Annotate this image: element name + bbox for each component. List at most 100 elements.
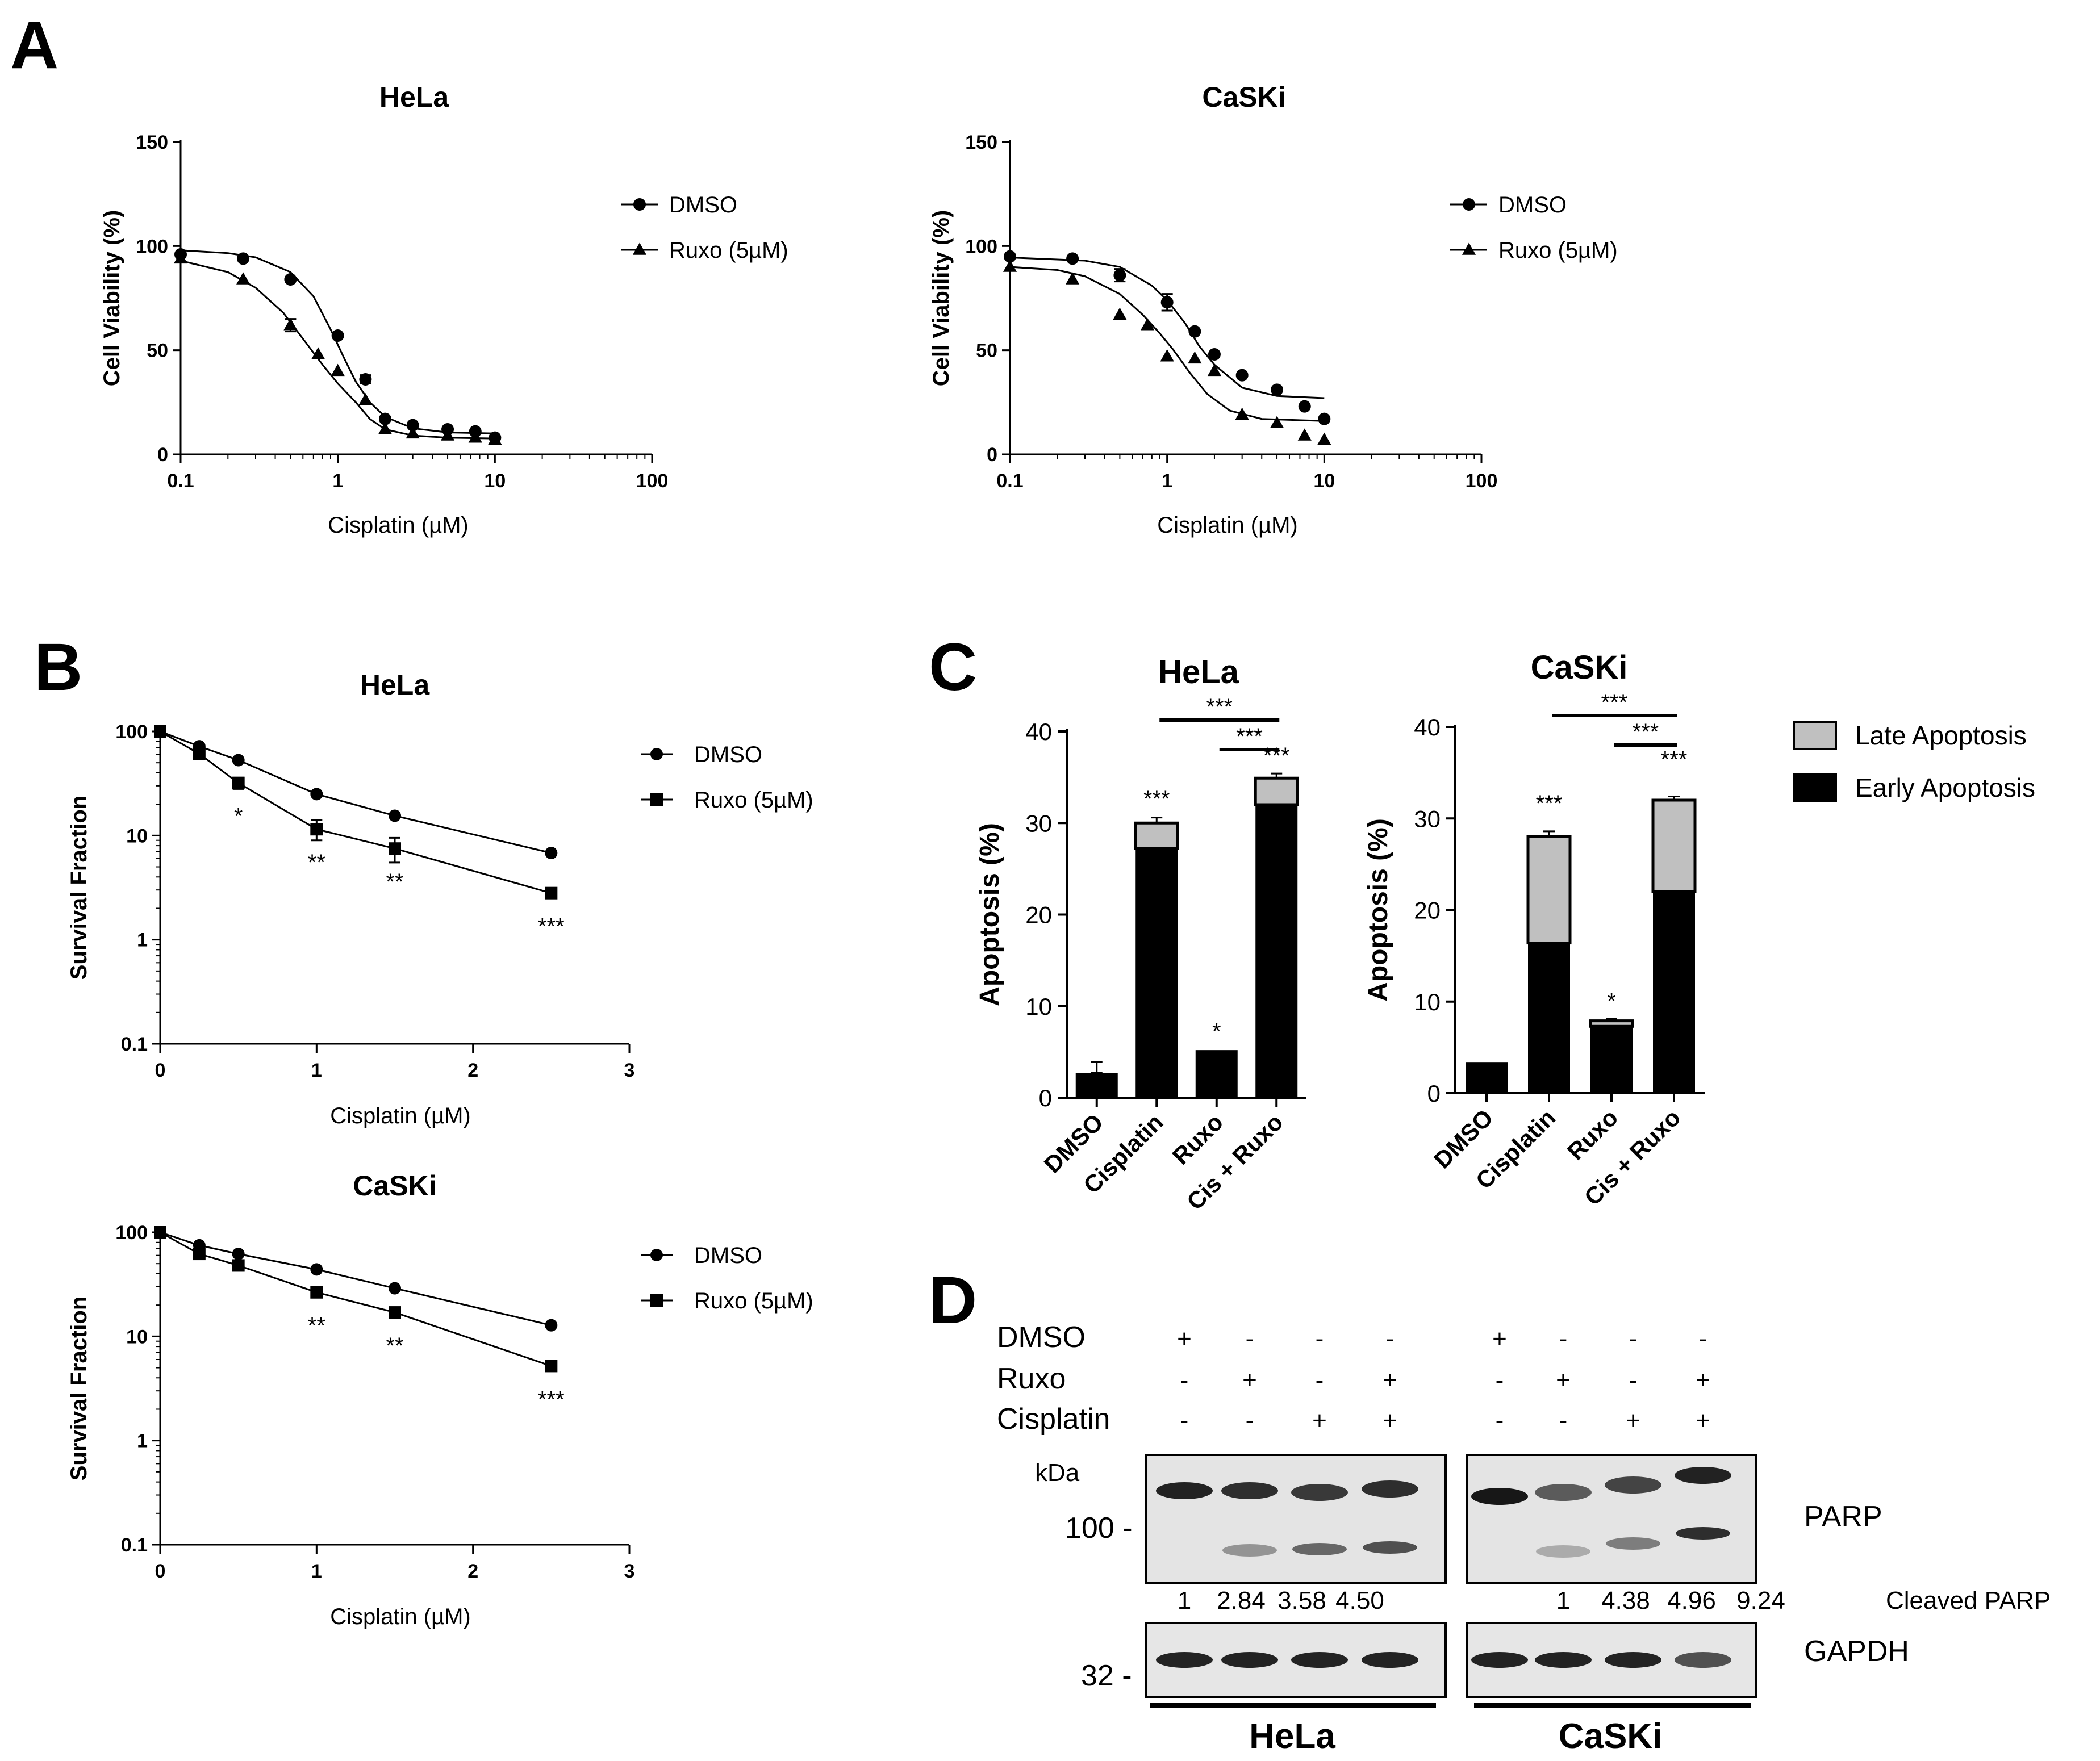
data-point [173, 251, 188, 264]
y-axis-label: Apoptosis (%) [1363, 818, 1393, 1002]
parp-full-band [1605, 1476, 1661, 1494]
gapdh-band [1156, 1652, 1213, 1668]
lane-sign: - [1496, 1366, 1504, 1394]
y-tick-label: 30 [1025, 810, 1052, 836]
data-point [358, 393, 373, 405]
x-tick-label: 10 [1313, 470, 1335, 492]
lane-sign: - [1180, 1407, 1189, 1434]
x-tick-label: 0.1 [167, 470, 194, 492]
data-point [545, 847, 558, 860]
legend-label: Ruxo (5µM) [669, 238, 788, 263]
significance-label: ** [308, 850, 325, 875]
data-point [1270, 416, 1284, 428]
data-point [440, 428, 455, 441]
significance-label: *** [1661, 747, 1688, 772]
lane-sign: - [1246, 1325, 1254, 1353]
data-point [1065, 272, 1080, 285]
lane-sign: - [1386, 1325, 1395, 1353]
cleaved-parp-band [1676, 1527, 1730, 1540]
data-point [193, 747, 206, 760]
parp-full-band [1156, 1482, 1213, 1499]
series-line [160, 730, 552, 854]
bar-late-apoptosis [1651, 798, 1697, 893]
y-tick-label: 10 [126, 825, 148, 847]
lane-sign: + [1242, 1366, 1257, 1394]
x-axis-label: Cisplatin (µM) [328, 513, 469, 538]
y-axis-label: Survival Fraction [66, 796, 91, 980]
legend-marker [650, 793, 663, 806]
legend-marker [650, 1294, 663, 1307]
cleaved-parp-value: 4.50 [1335, 1587, 1384, 1614]
cleaved-parp-value: 3.58 [1277, 1587, 1326, 1614]
legend-marker [632, 242, 647, 255]
legend-label: DMSO [669, 193, 737, 217]
cleaved-parp-value: 9.24 [1736, 1587, 1785, 1614]
panel-d-western-blot: DMSO + - - - + - - - Ruxo - + - + - + - + Cisplatin - - + + - - +… [997, 1321, 2051, 1756]
x-tick-label: 100 [636, 470, 669, 492]
treatment-row-label: DMSO [997, 1321, 1086, 1354]
lane-sign: + [1312, 1407, 1327, 1434]
x-tick-label: 0.1 [996, 470, 1023, 492]
data-point [284, 273, 297, 286]
legend-label: Late Apoptosis [1855, 721, 2027, 750]
data-point [1298, 400, 1311, 413]
data-point [1004, 250, 1016, 263]
y-tick-label: 0.1 [121, 1534, 148, 1556]
data-point [1317, 432, 1331, 445]
data-point [232, 1248, 245, 1261]
chart-title: CaSKi [353, 1170, 436, 1202]
cleaved-parp-value: 4.96 [1667, 1587, 1716, 1614]
significance-label: *** [1536, 791, 1563, 816]
data-point [1188, 325, 1201, 338]
series-line [160, 1231, 552, 1367]
data-point [310, 1263, 323, 1276]
data-point [545, 1360, 558, 1373]
legend-marker [650, 748, 663, 760]
legend-label: DMSO [1498, 193, 1567, 217]
data-point [193, 1248, 206, 1261]
lane-sign: - [1316, 1325, 1324, 1353]
x-tick-label: 10 [484, 470, 506, 492]
bar-early-apoptosis [1590, 1026, 1633, 1093]
data-point [389, 1282, 401, 1295]
data-point [1160, 296, 1174, 309]
data-point [1207, 363, 1222, 377]
data-point [331, 329, 344, 342]
gapdh-band [1221, 1652, 1278, 1668]
data-point [1160, 349, 1174, 362]
data-point [1235, 407, 1249, 420]
bar-late-apoptosis [1134, 821, 1179, 850]
y-tick-label: 1 [137, 1430, 148, 1452]
y-tick-label: 0 [1039, 1085, 1052, 1111]
y-tick-label: 10 [1414, 989, 1441, 1015]
data-point [378, 412, 391, 425]
data-point [1208, 348, 1221, 361]
protein-label-gapdh: GAPDH [1804, 1635, 1909, 1668]
data-point [389, 1306, 401, 1319]
bar-early-apoptosis [1466, 1062, 1508, 1093]
cleaved-parp-value: 2.84 [1217, 1587, 1266, 1614]
data-point [389, 842, 401, 855]
significance-label: *** [538, 914, 565, 939]
bar-early-apoptosis [1653, 892, 1695, 1093]
comparison-label: *** [1601, 690, 1628, 715]
significance-label: * [1212, 1019, 1221, 1044]
lane-sign: - [1559, 1407, 1568, 1434]
y-tick-label: 50 [976, 340, 997, 362]
lane-sign: + [1383, 1366, 1397, 1394]
lane-sign: + [1383, 1407, 1397, 1434]
parp-blot-box [1145, 1454, 1447, 1584]
y-tick-label: 0 [1427, 1080, 1441, 1107]
panel-letter-c: C [929, 630, 977, 705]
lane-sign: - [1316, 1366, 1324, 1394]
legend-label: Ruxo (5µM) [694, 1289, 813, 1314]
lane-sign: + [1696, 1366, 1710, 1394]
legend-late-swatch [1793, 721, 1837, 750]
lane-sign: - [1496, 1407, 1504, 1434]
y-tick-label: 20 [1025, 902, 1052, 928]
cleaved-parp-band [1606, 1537, 1660, 1550]
x-tick-label: 1 [1162, 470, 1172, 492]
x-tick-label: 100 [1466, 470, 1498, 492]
chart-title: HeLa [360, 669, 430, 701]
